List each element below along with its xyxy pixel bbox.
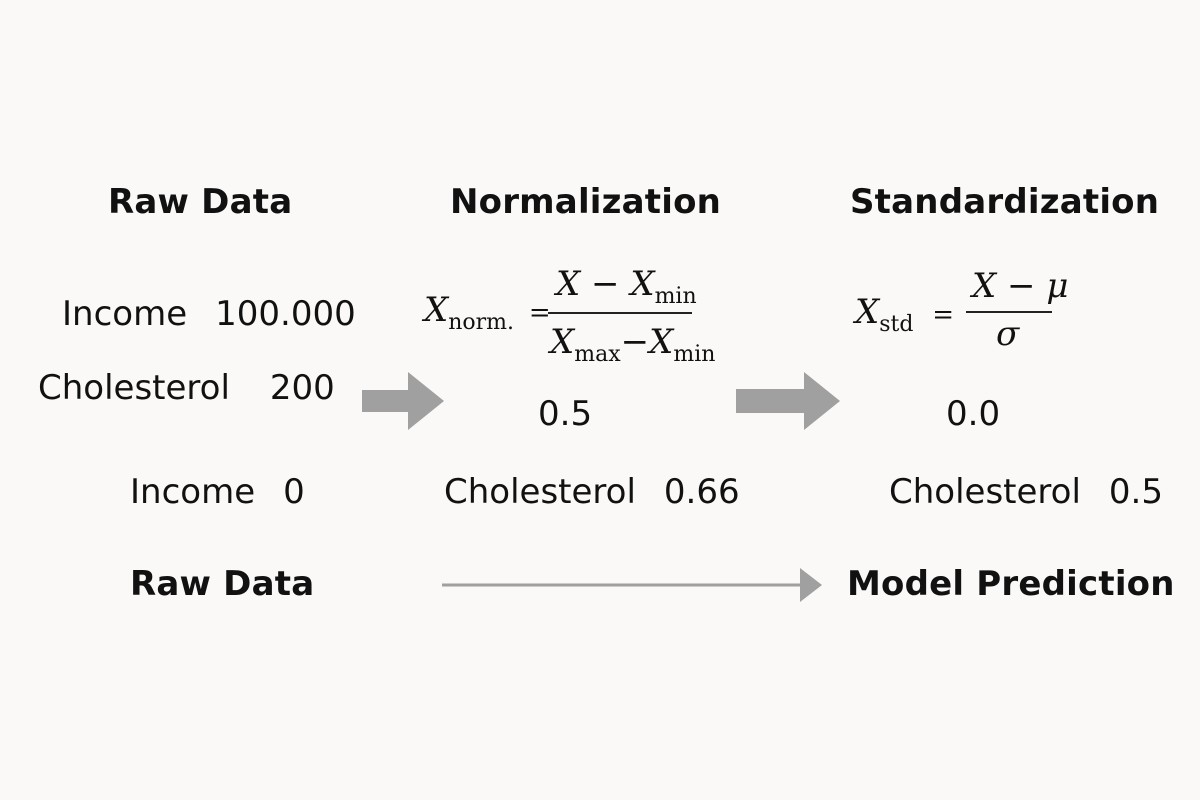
raw-row-value: 200	[269, 368, 335, 408]
standardization-formula-numerator: X − μ	[972, 266, 1069, 306]
raw-row-value: 100.000	[215, 294, 356, 334]
standardization-formula-denominator: σ	[996, 314, 1020, 354]
raw-row-cholesterol: Cholesterol 200	[38, 368, 335, 408]
standardization-heading: Standardization	[850, 182, 1160, 222]
arrow-normalization-to-standardization-icon	[736, 372, 840, 430]
pipeline-end-label: Model Prediction	[847, 564, 1175, 604]
standardization-fraction-bar	[966, 311, 1052, 313]
raw-bottom-row: Income 0	[130, 472, 305, 512]
standardization-formula-lhs: Xstd =	[855, 292, 955, 337]
standardization-bottom-value: 0.5	[1108, 472, 1163, 512]
raw-row-label: Cholesterol	[38, 368, 230, 408]
normalization-bottom-label: Cholesterol	[444, 472, 636, 512]
normalization-bottom-row: Cholesterol 0.66	[444, 472, 740, 512]
arrow-raw-to-normalization-icon	[362, 372, 444, 430]
raw-row-income: Income 100.000	[62, 294, 356, 334]
normalization-formula-denominator: Xmax−Xmin	[550, 322, 716, 367]
raw-bottom-value: 0	[283, 472, 305, 512]
raw-data-heading: Raw Data	[108, 182, 293, 222]
normalization-formula-lhs: Xnorm. =	[424, 290, 551, 335]
raw-bottom-label: Income	[130, 472, 256, 512]
normalization-bottom-value: 0.66	[663, 472, 740, 512]
normalization-value: 0.5	[538, 394, 593, 434]
normalization-fraction-bar	[548, 312, 692, 314]
pipeline-arrow-icon	[442, 568, 822, 602]
normalization-formula-numerator: X − Xmin	[556, 264, 697, 309]
normalization-heading: Normalization	[450, 182, 722, 222]
pipeline-start-label: Raw Data	[130, 564, 315, 604]
raw-row-label: Income	[62, 294, 188, 334]
standardization-bottom-row: Cholesterol 0.5	[889, 472, 1163, 512]
standardization-bottom-label: Cholesterol	[889, 472, 1081, 512]
standardization-value: 0.0	[946, 394, 1001, 434]
